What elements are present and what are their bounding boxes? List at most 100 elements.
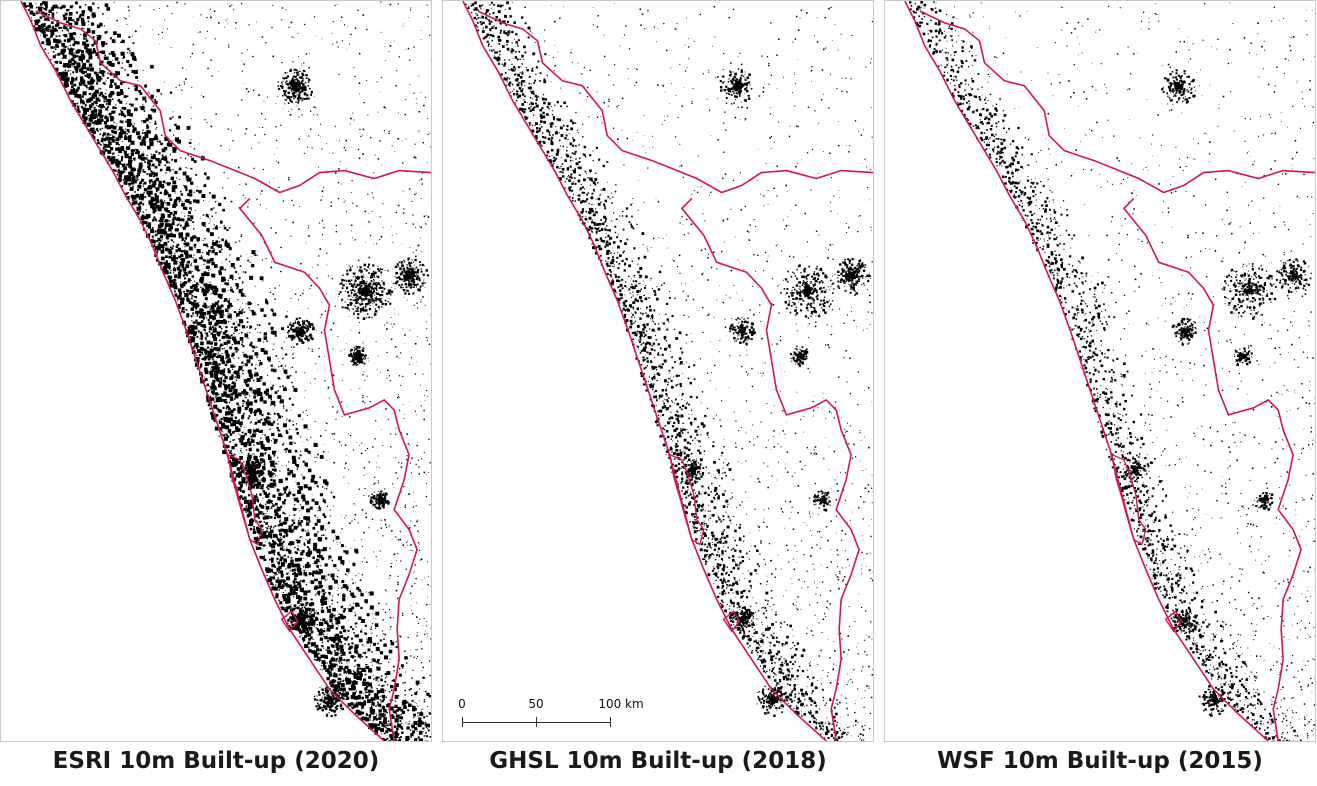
builtup-pixel — [193, 254, 195, 256]
builtup-pixel — [349, 680, 352, 683]
builtup-pixel — [296, 539, 301, 544]
builtup-pixel — [121, 112, 125, 117]
builtup-pixel — [293, 626, 298, 630]
builtup-pixel — [77, 49, 80, 53]
builtup-pixel — [333, 563, 337, 568]
builtup-pixel — [56, 72, 61, 77]
builtup-pixel — [35, 3, 37, 4]
builtup-pixel — [160, 134, 163, 137]
builtup-pixel — [276, 557, 279, 560]
builtup-pixel — [333, 640, 336, 644]
builtup-pixel — [316, 592, 318, 595]
builtup-pixel — [211, 194, 216, 199]
builtup-pixel — [330, 573, 335, 578]
builtup-pixel — [168, 248, 170, 250]
builtup-pixel — [379, 216, 381, 218]
builtup-pixel — [206, 287, 210, 291]
builtup-pixel — [417, 307, 419, 309]
builtup-pixel — [293, 628, 296, 630]
builtup-pixel — [359, 638, 363, 643]
builtup-pixel — [189, 290, 193, 294]
builtup-pixel — [112, 110, 116, 114]
builtup-pixel — [155, 190, 158, 193]
builtup-pixel — [179, 261, 181, 264]
builtup-pixel — [373, 716, 377, 720]
builtup-pixel — [66, 38, 71, 43]
builtup-pixel — [375, 693, 378, 696]
builtup-pixel — [208, 269, 210, 272]
builtup-pixel — [102, 147, 105, 150]
builtup-pixel — [123, 180, 128, 185]
builtup-pixel — [178, 269, 182, 273]
builtup-pixel — [105, 80, 107, 82]
builtup-pixel — [301, 628, 303, 630]
builtup-pixel — [254, 421, 258, 425]
builtup-pixel — [163, 190, 168, 194]
builtup-pixel — [424, 96, 426, 98]
builtup-pixel — [366, 375, 368, 377]
builtup-pixel — [248, 415, 251, 418]
builtup-pixel — [215, 366, 220, 372]
builtup-pixel — [303, 542, 306, 544]
builtup-pixel — [350, 626, 353, 628]
builtup-pixel — [267, 484, 271, 488]
builtup-pixel — [193, 315, 195, 317]
builtup-pixel — [343, 593, 345, 595]
builtup-pixel — [54, 61, 57, 63]
builtup-pixel — [276, 507, 281, 511]
builtup-pixel — [219, 266, 224, 271]
builtup-pixel — [153, 172, 158, 177]
builtup-pixel — [326, 657, 329, 660]
builtup-pixel — [426, 336, 428, 339]
builtup-pixel — [244, 394, 246, 397]
builtup-pixel — [417, 623, 419, 625]
builtup-pixel — [271, 539, 275, 543]
builtup-pixel — [206, 176, 210, 180]
builtup-pixel — [164, 242, 166, 244]
builtup-pixel — [53, 17, 55, 19]
builtup-pixel — [84, 45, 88, 50]
builtup-pixel — [387, 723, 389, 725]
builtup-pixel — [256, 498, 259, 502]
builtup-pixel — [107, 106, 109, 109]
builtup-pixel — [104, 92, 107, 95]
builtup-pixel — [328, 558, 330, 560]
builtup-pixel — [347, 702, 352, 707]
builtup-pixel — [375, 730, 378, 733]
builtup-pixel — [319, 135, 321, 137]
builtup-pixel — [210, 411, 214, 415]
builtup-pixel — [169, 198, 173, 201]
builtup-pixel — [348, 662, 350, 664]
builtup-pixel — [188, 141, 191, 144]
builtup-pixel — [233, 390, 238, 395]
builtup-pixel — [378, 703, 382, 707]
builtup-pixel — [203, 200, 205, 202]
builtup-pixel — [176, 243, 179, 247]
builtup-pixel — [193, 287, 197, 291]
builtup-pixel — [359, 93, 361, 95]
builtup-pixel — [332, 595, 334, 597]
builtup-pixel — [270, 326, 274, 330]
builtup-pixel — [115, 142, 119, 145]
builtup-pixel — [294, 449, 298, 453]
builtup-pixel — [290, 346, 292, 348]
builtup-pixel — [300, 262, 302, 265]
builtup-pixel — [414, 583, 416, 585]
builtup-pixel — [278, 589, 281, 591]
builtup-pixel — [242, 399, 245, 402]
builtup-pixel — [424, 633, 426, 635]
builtup-pixel — [164, 262, 167, 264]
builtup-pixel — [202, 358, 204, 360]
builtup-pixel — [318, 593, 321, 596]
builtup-pixel — [399, 409, 401, 411]
builtup-pixel — [204, 352, 208, 355]
builtup-pixel — [288, 550, 290, 553]
builtup-pixel — [93, 130, 97, 134]
builtup-pixel — [270, 507, 273, 509]
builtup-pixel — [320, 609, 325, 614]
builtup-pixel — [176, 217, 181, 221]
builtup-pixel — [309, 582, 311, 584]
builtup-pixel — [122, 178, 125, 181]
builtup-pixel — [323, 628, 325, 630]
builtup-pixel — [398, 673, 402, 677]
